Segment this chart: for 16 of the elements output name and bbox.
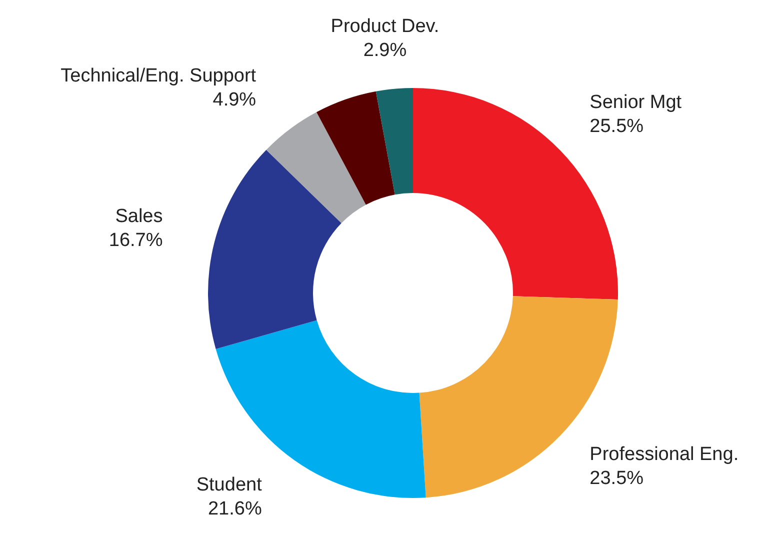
- slice-label: Technical/Eng. Support: [60, 66, 257, 87]
- data-label: 2.9%: [363, 40, 407, 62]
- data-label: 16.7%: [108, 230, 163, 251]
- donut-slice: [266, 112, 366, 224]
- slice-label: Senior Mgt: [590, 92, 682, 113]
- data-label: 25.5%: [590, 116, 644, 137]
- data-label: 23.5%: [590, 468, 644, 490]
- slice-label: Professional Eng.: [590, 444, 739, 466]
- data-label: 21.6%: [208, 498, 262, 520]
- donut-slice: [208, 150, 342, 349]
- donut-slice: [316, 91, 395, 205]
- slice-label: Product Dev.: [330, 16, 440, 38]
- slice-label: Student: [196, 474, 263, 496]
- donut-slice: [376, 88, 413, 195]
- slice-label: Sales: [115, 206, 163, 227]
- data-label: 4.9%: [212, 90, 256, 111]
